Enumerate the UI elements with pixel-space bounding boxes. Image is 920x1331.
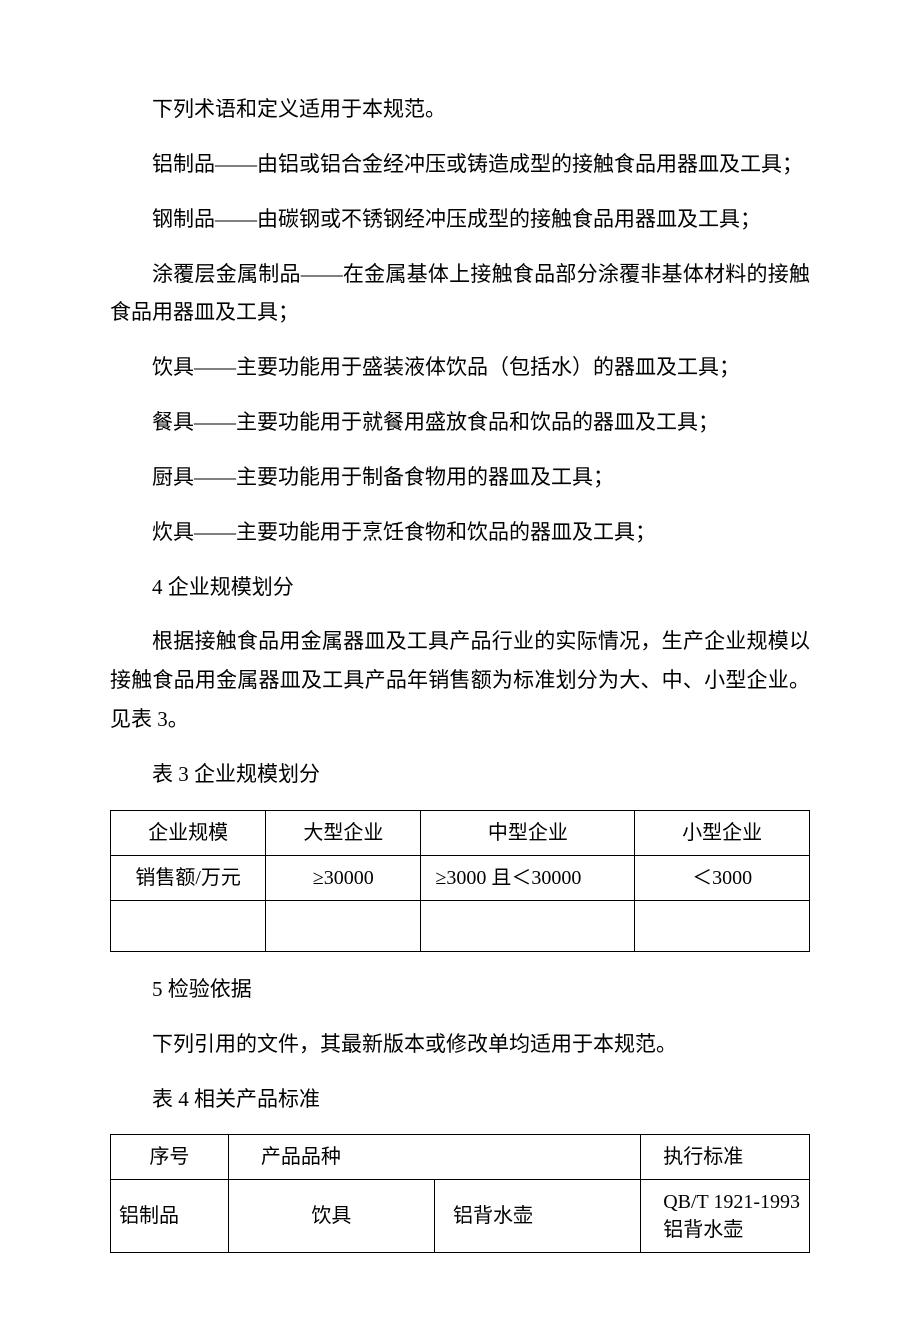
paragraph-def-coated: 涂覆层金属制品——在金属基体上接触食品部分涂覆非基体材料的接触食品用器皿及工具；: [110, 255, 810, 333]
cell-empty: [111, 900, 266, 951]
table-row: 序号 产品品种 执行标准: [111, 1135, 810, 1180]
table-row: 企业规模 大型企业 中型企业 小型企业: [111, 810, 810, 855]
paragraph-scale-intro: 根据接触食品用金属器皿及工具产品行业的实际情况，生产企业规模以接触食品用金属器皿…: [110, 622, 810, 739]
paragraph-def-aluminum: 铝制品——由铝或铝合金经冲压或铸造成型的接触食品用器皿及工具；: [110, 145, 810, 184]
cell-empty: [635, 900, 810, 951]
cell-header-seq: 序号: [111, 1135, 229, 1180]
cell-header-standard: 执行标准: [641, 1135, 810, 1180]
cell-header-small: 小型企业: [635, 810, 810, 855]
cell-sales-label: 销售额/万元: [111, 855, 266, 900]
cell-product-name: 铝背水壶: [435, 1180, 641, 1253]
cell-subcat-drinkware: 饮具: [228, 1180, 434, 1253]
heading-section-5: 5 检验依据: [110, 970, 810, 1009]
cell-sales-medium: ≥3000 且＜30000: [421, 855, 635, 900]
heading-section-4: 4 企业规模划分: [110, 568, 810, 607]
caption-table-4: 表 4 相关产品标准: [110, 1080, 810, 1119]
cell-empty: [421, 900, 635, 951]
cell-empty: [266, 900, 421, 951]
paragraph-def-kitchenware: 厨具——主要功能用于制备食物用的器皿及工具；: [110, 458, 810, 497]
cell-header-scale: 企业规模: [111, 810, 266, 855]
cell-standard-code: QB/T 1921-1993 铝背水壶: [641, 1180, 810, 1253]
paragraph-basis-intro: 下列引用的文件，其最新版本或修改单均适用于本规范。: [110, 1025, 810, 1064]
document-page: 下列术语和定义适用于本规范。 铝制品——由铝或铝合金经冲压或铸造成型的接触食品用…: [0, 0, 920, 1331]
paragraph-def-steel: 钢制品——由碳钢或不锈钢经冲压成型的接触食品用器皿及工具；: [110, 200, 810, 239]
cell-sales-small: ＜3000: [635, 855, 810, 900]
cell-sales-large: ≥30000: [266, 855, 421, 900]
table-enterprise-scale: 企业规模 大型企业 中型企业 小型企业 销售额/万元 ≥30000 ≥3000 …: [110, 810, 810, 952]
paragraph-terms-intro: 下列术语和定义适用于本规范。: [110, 90, 810, 129]
table-row: 销售额/万元 ≥30000 ≥3000 且＜30000 ＜3000: [111, 855, 810, 900]
table-product-standards: 序号 产品品种 执行标准 铝制品 饮具 铝背水壶 QB/T 1921-1993 …: [110, 1134, 810, 1253]
table-row: 铝制品 饮具 铝背水壶 QB/T 1921-1993 铝背水壶: [111, 1180, 810, 1253]
paragraph-def-tableware: 餐具——主要功能用于就餐用盛放食品和饮品的器皿及工具；: [110, 403, 810, 442]
cell-header-product-type: 产品品种: [228, 1135, 640, 1180]
paragraph-def-drinkware: 饮具——主要功能用于盛装液体饮品（包括水）的器皿及工具；: [110, 348, 810, 387]
cell-category-aluminum: 铝制品: [111, 1180, 229, 1253]
caption-table-3: 表 3 企业规模划分: [110, 755, 810, 794]
cell-header-medium: 中型企业: [421, 810, 635, 855]
table-row-empty: [111, 900, 810, 951]
paragraph-def-cookware: 炊具——主要功能用于烹饪食物和饮品的器皿及工具；: [110, 513, 810, 552]
cell-header-large: 大型企业: [266, 810, 421, 855]
